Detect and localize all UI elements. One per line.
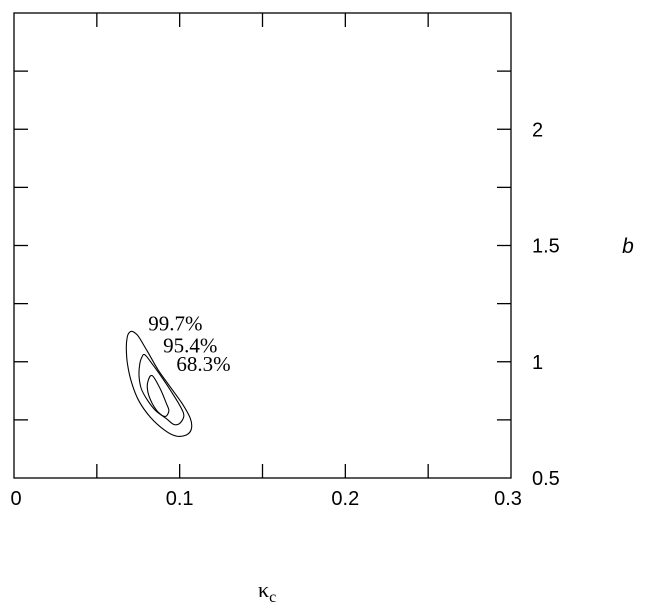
y-tick-label: 1 xyxy=(532,352,543,374)
contour-label: 99.7% xyxy=(148,311,202,335)
contour-line xyxy=(125,330,193,437)
x-tick-label: 0 xyxy=(10,488,21,510)
x-tick-label: 0.2 xyxy=(331,488,359,510)
contour-line xyxy=(146,374,170,417)
y-tick-label: 2 xyxy=(532,119,543,141)
y-axis-label: b xyxy=(622,235,634,258)
x-tick-label: 0.3 xyxy=(494,488,522,510)
contour-label: 68.3% xyxy=(176,352,230,376)
contour-label: 95.4% xyxy=(163,333,217,357)
confidence-contours: 68.3%95.4%99.7% xyxy=(125,311,231,437)
x-axis-label-subscript: c xyxy=(269,589,276,606)
x-axis-label-main: κ xyxy=(258,577,269,602)
y-tick-label: 1.5 xyxy=(532,236,560,258)
x-tick-label: 0.1 xyxy=(166,488,194,510)
y-tick-label: 0.5 xyxy=(532,468,560,490)
plot-frame xyxy=(13,12,512,479)
contour-line xyxy=(138,353,185,426)
tick-labels: 0 0.1 0.2 0.3 0.5 1 1.5 2 xyxy=(10,119,559,510)
x-axis-label: κc xyxy=(258,577,276,606)
axis-ticks xyxy=(14,13,511,478)
